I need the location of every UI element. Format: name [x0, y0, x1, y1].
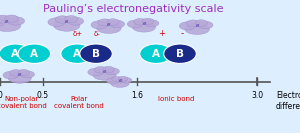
- Ellipse shape: [88, 68, 103, 76]
- Text: Non-polar
covalent bond: Non-polar covalent bond: [0, 96, 46, 109]
- Ellipse shape: [3, 71, 18, 79]
- Text: 1.6: 1.6: [131, 91, 143, 100]
- Ellipse shape: [110, 20, 124, 28]
- Ellipse shape: [8, 73, 31, 83]
- Ellipse shape: [20, 71, 34, 78]
- Text: e: e: [5, 19, 8, 24]
- Text: A: A: [11, 49, 20, 59]
- Ellipse shape: [93, 70, 116, 80]
- Text: e: e: [107, 22, 110, 27]
- Ellipse shape: [142, 18, 154, 24]
- Text: e: e: [103, 69, 106, 74]
- Text: A: A: [152, 49, 160, 59]
- Text: Electronegativity
difference: Electronegativity difference: [276, 91, 300, 111]
- Ellipse shape: [179, 22, 196, 30]
- Text: B: B: [92, 49, 100, 59]
- Ellipse shape: [98, 19, 112, 26]
- Ellipse shape: [121, 78, 132, 83]
- Ellipse shape: [9, 70, 22, 76]
- Text: e: e: [196, 23, 199, 28]
- Ellipse shape: [68, 17, 84, 25]
- Ellipse shape: [106, 78, 119, 84]
- Ellipse shape: [0, 15, 10, 23]
- Text: Ionic bond: Ionic bond: [158, 96, 194, 102]
- Text: e: e: [118, 78, 122, 83]
- Ellipse shape: [132, 22, 156, 32]
- Text: Pauling’s electronegativity scale: Pauling’s electronegativity scale: [43, 4, 223, 14]
- Text: 0.5: 0.5: [37, 91, 49, 100]
- Ellipse shape: [195, 20, 207, 26]
- Ellipse shape: [91, 21, 107, 29]
- Circle shape: [0, 44, 32, 63]
- Ellipse shape: [48, 18, 65, 26]
- Text: Polar
covalent bond: Polar covalent bond: [54, 96, 104, 109]
- Text: 0: 0: [0, 91, 2, 100]
- Circle shape: [80, 44, 112, 63]
- Ellipse shape: [18, 69, 29, 76]
- Ellipse shape: [107, 19, 119, 25]
- Ellipse shape: [111, 79, 129, 87]
- Text: +: +: [158, 29, 165, 38]
- Circle shape: [18, 44, 51, 63]
- Ellipse shape: [0, 20, 21, 32]
- Circle shape: [61, 44, 93, 63]
- Circle shape: [140, 44, 172, 63]
- Text: e: e: [142, 20, 146, 26]
- Ellipse shape: [65, 16, 78, 22]
- Text: A: A: [30, 49, 38, 59]
- Ellipse shape: [103, 66, 114, 72]
- Text: A: A: [73, 49, 81, 59]
- Text: e: e: [18, 72, 21, 77]
- Text: -: -: [181, 29, 184, 38]
- Ellipse shape: [198, 21, 213, 29]
- Ellipse shape: [134, 18, 147, 25]
- Ellipse shape: [118, 76, 128, 81]
- Ellipse shape: [8, 17, 25, 25]
- Ellipse shape: [97, 23, 121, 34]
- Ellipse shape: [145, 20, 159, 27]
- Ellipse shape: [55, 16, 70, 23]
- Text: 3.0: 3.0: [251, 91, 263, 100]
- Text: B: B: [176, 49, 184, 59]
- Ellipse shape: [4, 15, 18, 22]
- Ellipse shape: [185, 24, 209, 34]
- Text: δ-: δ-: [94, 31, 100, 37]
- Ellipse shape: [127, 20, 143, 28]
- Text: δ+: δ+: [73, 31, 83, 37]
- Ellipse shape: [0, 17, 5, 26]
- Ellipse shape: [112, 76, 122, 82]
- Circle shape: [164, 44, 196, 63]
- Text: e: e: [65, 19, 68, 24]
- Ellipse shape: [105, 68, 119, 75]
- Ellipse shape: [94, 66, 107, 73]
- Ellipse shape: [54, 20, 80, 31]
- Ellipse shape: [186, 20, 200, 27]
